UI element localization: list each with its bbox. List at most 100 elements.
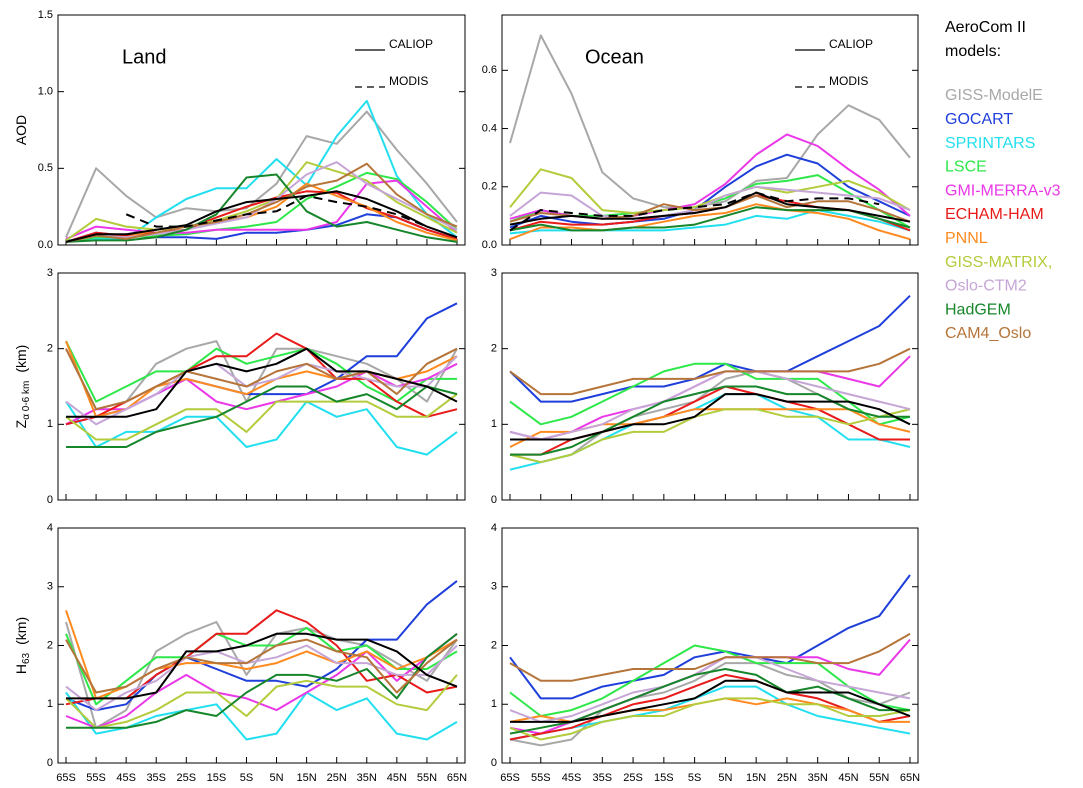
x-tick-label: 15S [207, 772, 227, 784]
series-line [509, 362, 911, 426]
y-tick-label: 1 [47, 418, 53, 430]
y-axis-label-main: AOD [13, 115, 29, 145]
series-line [509, 191, 911, 226]
x-tick-label: 25N [327, 772, 347, 784]
y-axis-label: H63 (km) [13, 617, 32, 674]
series-line [66, 347, 458, 418]
x-tick-label: 45N [838, 772, 858, 784]
legend-label: CAM4_Oslo [945, 325, 1031, 342]
x-tick-label: 55N [417, 772, 437, 784]
plot-frame [57, 272, 466, 501]
plot-frame [501, 14, 919, 246]
x-tick-label: 55N [869, 772, 889, 784]
series-line [509, 656, 911, 723]
y-tick-label: 1.0 [38, 86, 53, 98]
y-axis-label: AOD [13, 115, 29, 145]
series-line [509, 574, 911, 700]
series-line [66, 385, 458, 448]
y-tick-label: 4 [47, 522, 53, 534]
y-tick-label: 2 [491, 639, 497, 651]
x-tick-label: 5N [270, 772, 284, 784]
legend-label: GISS-ModelE [945, 87, 1043, 104]
series-line [65, 340, 457, 403]
series-line [65, 190, 458, 243]
y-axis-label-unit: (km) [13, 617, 29, 645]
x-tick-label: 45N [387, 772, 407, 784]
panel-title: Ocean [585, 46, 644, 68]
series-line [65, 674, 458, 729]
series-line [509, 408, 911, 464]
legend-label: ECHAM-HAM [945, 206, 1044, 223]
x-tick-label: 55S [86, 772, 106, 784]
legend-label: MODIS [389, 74, 428, 88]
series-line [509, 632, 911, 682]
legend-label: GISS-MATRIX, [945, 254, 1052, 271]
x-tick-label: 35N [808, 772, 828, 784]
x-tick-label: 15N [746, 772, 766, 784]
legend-title: AeroCom II [945, 19, 1026, 36]
x-tick-label: 25S [623, 772, 643, 784]
series-line [65, 609, 458, 706]
series-line [509, 203, 911, 241]
legend-label: Oslo-CTM2 [945, 278, 1027, 295]
plot-frame [57, 14, 466, 246]
series-line [65, 173, 458, 243]
x-tick-label: 15N [297, 772, 317, 784]
x-tick-label: 45S [116, 772, 136, 784]
series-line [509, 153, 911, 229]
series-line [509, 347, 911, 396]
x-tick-label: 45S [562, 772, 582, 784]
series-line [509, 644, 911, 717]
y-tick-label: 2 [491, 343, 497, 355]
series-line [509, 370, 911, 441]
series-line [509, 191, 880, 232]
x-tick-label: 5S [240, 772, 253, 784]
series-line [65, 644, 458, 712]
legend-label: PNNL [945, 230, 988, 247]
y-tick-label: 1.5 [38, 9, 53, 21]
panel-title: Land [122, 46, 167, 68]
y-tick-label: 0.4 [482, 122, 497, 134]
y-tick-label: 0 [491, 494, 497, 506]
y-axis-label-unit: (km) [13, 345, 29, 373]
y-tick-label: 3 [47, 581, 53, 593]
x-tick-label: 35S [146, 772, 166, 784]
series-line [509, 185, 911, 220]
x-tick-label: 55S [531, 772, 551, 784]
series-line [509, 697, 911, 741]
legend-label: GMI-MERRA-v3 [945, 182, 1061, 199]
x-tick-label: 5N [718, 772, 732, 784]
x-tick-label: 65S [56, 772, 76, 784]
y-tick-label: 4 [491, 522, 497, 534]
y-tick-label: 0.5 [38, 162, 53, 174]
series-line [65, 580, 458, 712]
legend-label: GOCART [945, 111, 1013, 128]
y-tick-label: 1 [47, 698, 53, 710]
legend-label: CALIOP [829, 37, 873, 51]
legend-label: HadGEM [945, 301, 1011, 318]
legend-label: LSCE [945, 159, 987, 176]
y-axis-label-main: H [13, 664, 29, 674]
series-line [509, 34, 911, 209]
x-tick-label: 35S [593, 772, 613, 784]
y-tick-label: 1 [491, 418, 497, 430]
y-tick-label: 3 [491, 581, 497, 593]
x-tick-label: 5S [688, 772, 701, 784]
series-line [509, 168, 911, 214]
series-line [65, 162, 458, 243]
y-tick-label: 2 [47, 343, 53, 355]
legend-title: models: [945, 43, 1001, 60]
series-line [510, 385, 910, 456]
series-line [66, 632, 458, 700]
x-tick-label: 25N [777, 772, 797, 784]
series-line [510, 393, 911, 441]
x-tick-label: 65S [500, 772, 520, 784]
series-line [65, 638, 458, 694]
series-line [65, 110, 458, 238]
y-tick-label: 3 [491, 267, 497, 279]
series-line [65, 179, 458, 240]
plot-frame [501, 272, 919, 501]
series-line [66, 633, 458, 729]
series-line [65, 393, 458, 441]
series-line [65, 355, 458, 426]
